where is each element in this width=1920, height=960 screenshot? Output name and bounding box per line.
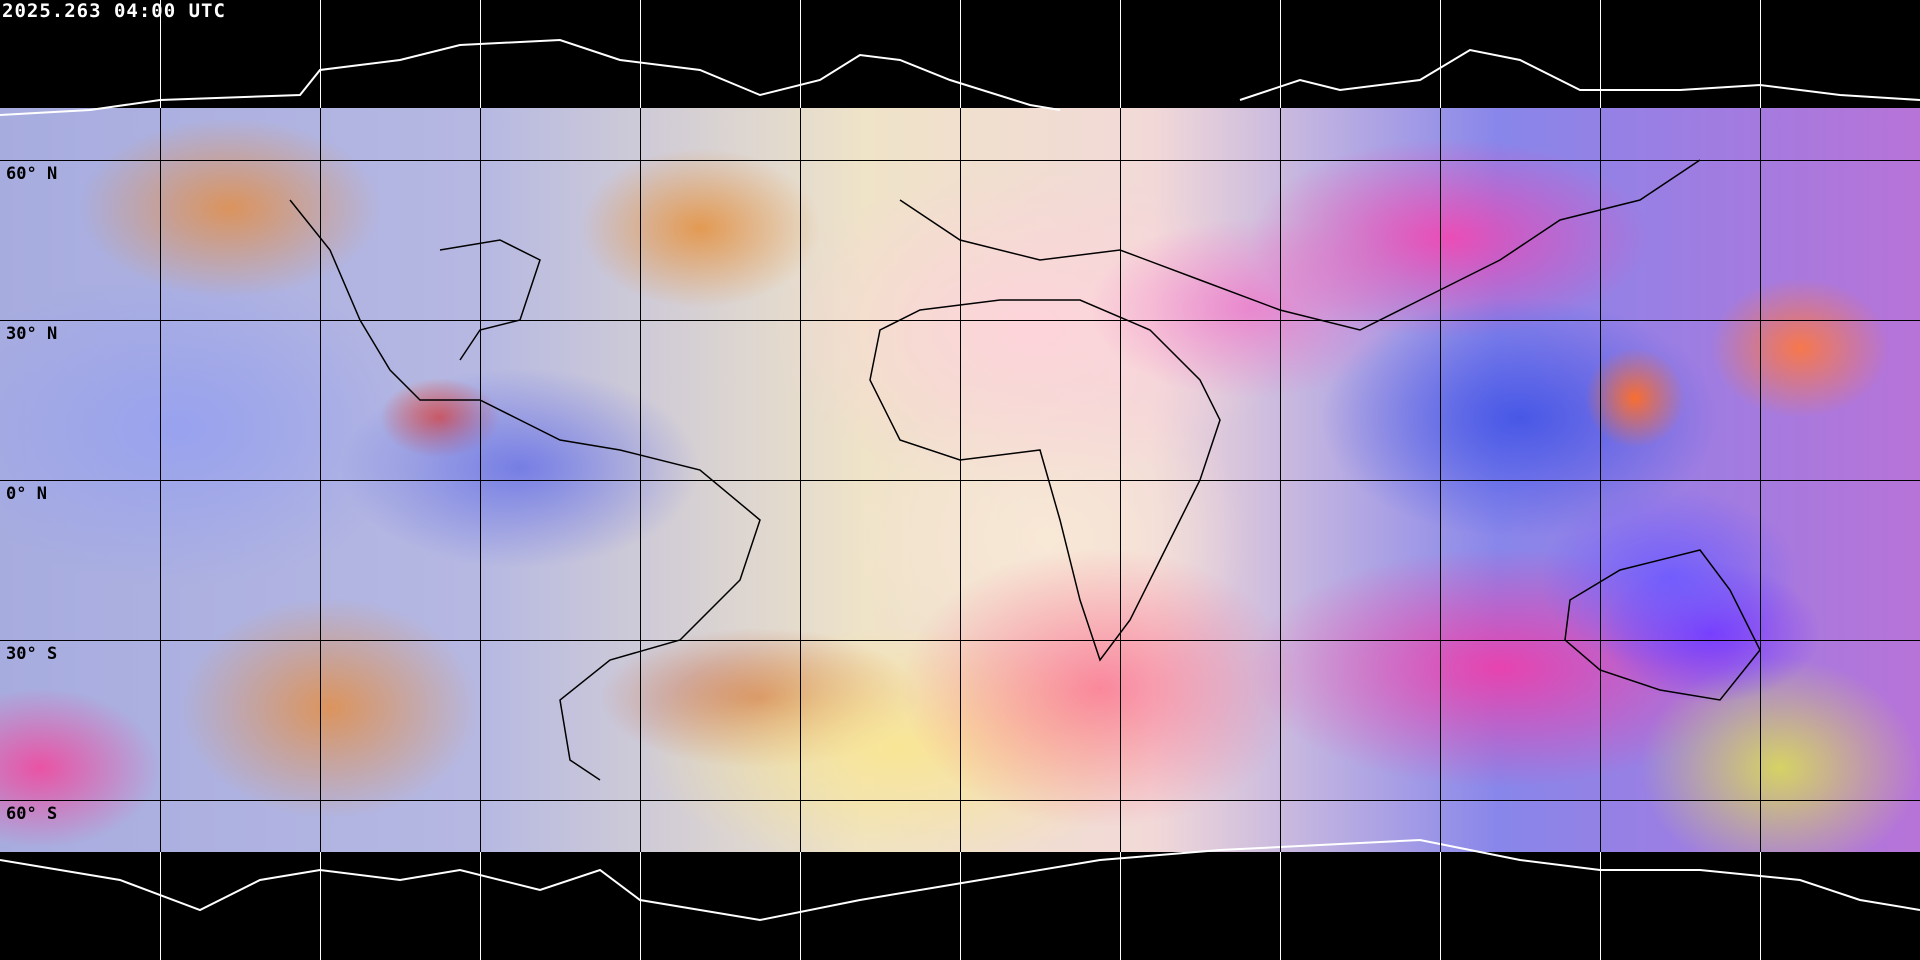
parallel-line [0, 640, 1920, 641]
americas-coastline [289, 199, 761, 781]
lat-label-60n: 60° N [6, 164, 58, 184]
parallel-line [0, 480, 1920, 481]
lat-label-0n: 0° N [6, 484, 47, 504]
parallel-line [0, 320, 1920, 321]
arctic-coastline [0, 38, 1920, 116]
australia-coastline [1564, 549, 1761, 701]
africa-eurasia-coastline [869, 159, 1701, 662]
timestamp-title: 2025.263 04:00 UTC [2, 0, 226, 22]
lat-label-30s: 30° S [6, 644, 58, 664]
lat-label-60s: 60° S [6, 804, 58, 824]
antarctic-coastline [0, 838, 1920, 922]
parallel-line [0, 160, 1920, 161]
parallel-line [0, 800, 1920, 801]
lat-label-30n: 30° N [6, 324, 58, 344]
